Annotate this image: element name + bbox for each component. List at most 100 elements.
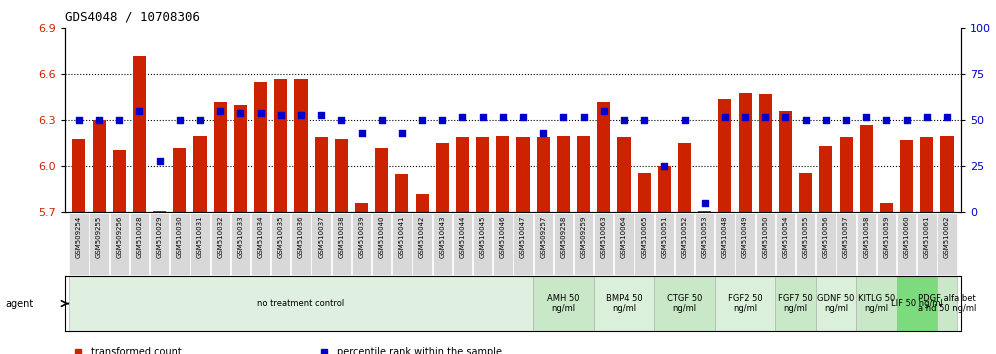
- Bar: [113, 149, 125, 212]
- Bar: [150, 213, 169, 275]
- Text: PDGF alfa bet
a hd 50 ng/ml: PDGF alfa bet a hd 50 ng/ml: [918, 294, 976, 313]
- Text: GSM510036: GSM510036: [298, 216, 304, 258]
- Point: [737, 114, 753, 120]
- Point: [535, 130, 551, 136]
- Bar: [654, 276, 715, 331]
- Bar: [896, 276, 937, 331]
- Point: [313, 112, 329, 118]
- Bar: [735, 213, 755, 275]
- Text: GSM510050: GSM510050: [762, 216, 768, 258]
- Text: GSM509258: GSM509258: [561, 216, 567, 258]
- Text: GSM510061: GSM510061: [924, 216, 930, 258]
- Bar: [69, 213, 89, 275]
- Point: [697, 200, 713, 206]
- Bar: [453, 213, 472, 275]
- Bar: [637, 172, 650, 212]
- Text: GSM510041: GSM510041: [399, 216, 405, 258]
- Text: GSM510048: GSM510048: [722, 216, 728, 258]
- Point: [778, 114, 794, 120]
- Bar: [234, 105, 247, 212]
- Bar: [799, 172, 813, 212]
- Bar: [820, 147, 833, 212]
- Bar: [776, 276, 816, 331]
- Bar: [618, 137, 630, 212]
- Bar: [254, 82, 267, 212]
- Point: [112, 118, 127, 123]
- Point: [172, 118, 188, 123]
- Point: [273, 112, 289, 118]
- Text: GSM510055: GSM510055: [803, 216, 809, 258]
- Text: GSM510056: GSM510056: [823, 216, 829, 258]
- Text: GSM510032: GSM510032: [217, 216, 223, 258]
- Bar: [432, 213, 452, 275]
- Bar: [153, 211, 166, 212]
- Text: GSM509259: GSM509259: [581, 216, 587, 258]
- Bar: [373, 213, 391, 275]
- Point: [818, 118, 834, 123]
- Point: [293, 112, 309, 118]
- Text: GSM510064: GSM510064: [621, 216, 626, 258]
- Point: [334, 118, 350, 123]
- Point: [374, 118, 389, 123]
- Bar: [654, 213, 674, 275]
- Text: LIF 50 ng/ml: LIF 50 ng/ml: [890, 299, 942, 308]
- Text: GSM510046: GSM510046: [500, 216, 506, 258]
- Bar: [876, 213, 896, 275]
- Text: GSM509255: GSM509255: [96, 216, 102, 258]
- Text: GSM510038: GSM510038: [339, 216, 345, 258]
- Bar: [193, 136, 206, 212]
- Bar: [678, 143, 691, 212]
- Text: GSM510045: GSM510045: [480, 216, 486, 258]
- Text: GSM510044: GSM510044: [459, 216, 465, 258]
- Bar: [897, 213, 916, 275]
- Text: FGF2 50
ng/ml: FGF2 50 ng/ml: [728, 294, 762, 313]
- Text: GSM510033: GSM510033: [237, 216, 243, 258]
- Bar: [574, 213, 594, 275]
- Bar: [210, 213, 230, 275]
- Text: GSM510057: GSM510057: [843, 216, 849, 258]
- Point: [515, 114, 531, 120]
- Bar: [779, 111, 792, 212]
- Point: [434, 118, 450, 123]
- Bar: [816, 213, 836, 275]
- Bar: [69, 276, 533, 331]
- Bar: [837, 213, 856, 275]
- Point: [939, 114, 955, 120]
- Bar: [695, 213, 714, 275]
- Bar: [315, 137, 328, 212]
- Bar: [715, 276, 776, 331]
- Point: [656, 164, 672, 169]
- Bar: [456, 137, 469, 212]
- Point: [71, 118, 87, 123]
- Bar: [917, 213, 936, 275]
- Bar: [857, 276, 896, 331]
- Bar: [598, 102, 611, 212]
- Bar: [796, 213, 816, 275]
- Text: agent: agent: [5, 298, 33, 309]
- Bar: [900, 140, 913, 212]
- Point: [354, 130, 370, 136]
- Bar: [392, 213, 411, 275]
- Text: KITLG 50
ng/ml: KITLG 50 ng/ml: [858, 294, 895, 313]
- Text: no treatment control: no treatment control: [257, 299, 345, 308]
- Bar: [517, 137, 530, 212]
- Text: FGF7 50
ng/ml: FGF7 50 ng/ml: [778, 294, 813, 313]
- Bar: [295, 79, 308, 212]
- Bar: [190, 213, 210, 275]
- Bar: [634, 213, 653, 275]
- Text: GDNF 50
ng/ml: GDNF 50 ng/ml: [818, 294, 855, 313]
- Bar: [375, 148, 388, 212]
- Text: CTGF 50
ng/ml: CTGF 50 ng/ml: [667, 294, 702, 313]
- Text: BMP4 50
ng/ml: BMP4 50 ng/ml: [606, 294, 642, 313]
- Text: transformed count: transformed count: [91, 347, 181, 354]
- Bar: [756, 213, 775, 275]
- Text: GSM510063: GSM510063: [601, 216, 607, 258]
- Point: [151, 158, 167, 164]
- Bar: [776, 213, 795, 275]
- Bar: [312, 213, 331, 275]
- Point: [192, 118, 208, 123]
- Text: GSM510047: GSM510047: [520, 216, 526, 258]
- Point: [636, 118, 652, 123]
- Text: GSM510039: GSM510039: [359, 216, 365, 258]
- Bar: [274, 79, 287, 212]
